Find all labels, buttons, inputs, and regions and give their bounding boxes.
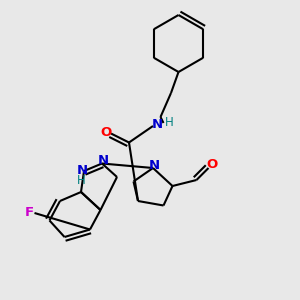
Text: H: H [164,116,173,129]
Text: O: O [206,158,218,172]
Text: N: N [151,118,163,131]
Text: N: N [98,154,109,167]
Text: N: N [149,159,160,172]
Text: F: F [25,206,34,220]
Text: N: N [77,164,88,177]
Text: H: H [77,173,86,187]
Text: O: O [100,126,111,139]
